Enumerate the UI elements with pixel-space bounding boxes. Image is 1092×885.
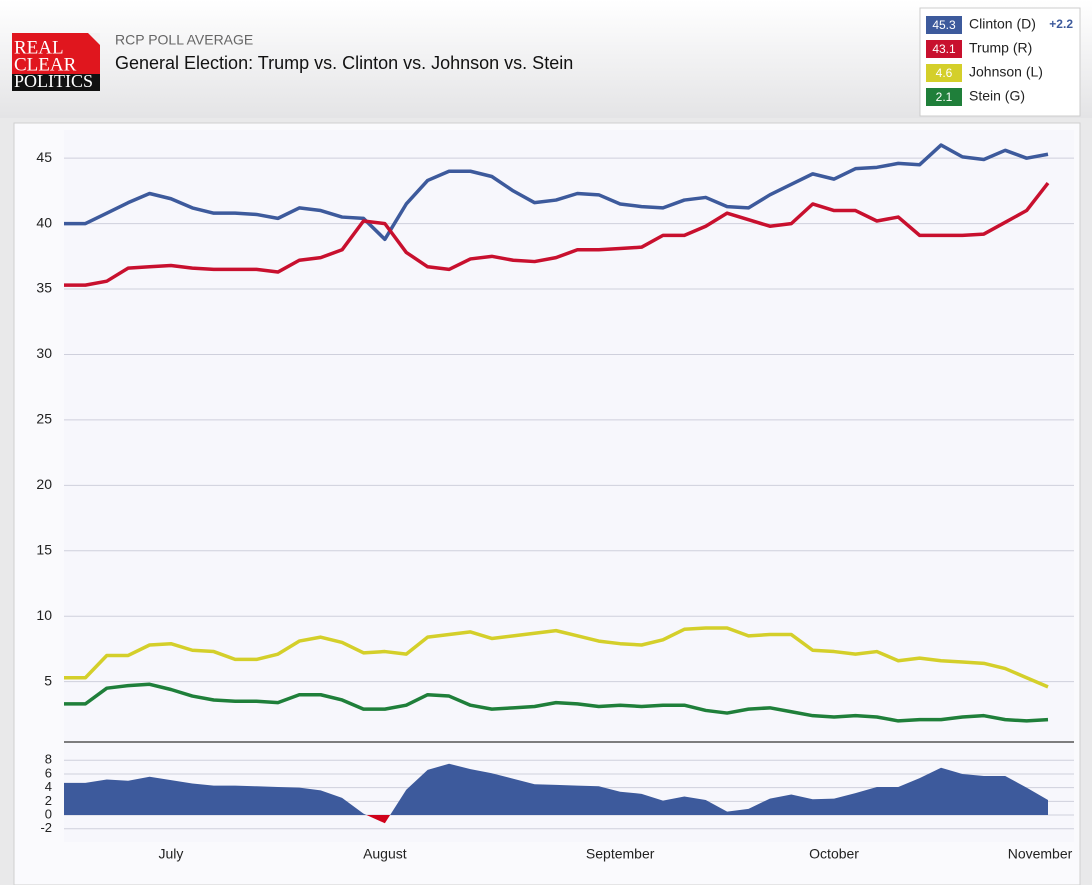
legend-label: Stein (G) bbox=[969, 88, 1025, 104]
series-line bbox=[64, 626, 1049, 689]
y-tick-label: 30 bbox=[36, 345, 52, 361]
y-tick-label: 40 bbox=[36, 214, 52, 230]
y-tick-label: 0 bbox=[45, 806, 52, 821]
legend-label: Clinton (D) bbox=[969, 16, 1036, 32]
x-tick-label: November bbox=[1008, 846, 1073, 862]
series-line bbox=[64, 181, 1050, 287]
y-tick-label: 5 bbox=[44, 672, 52, 688]
y-tick-label: 8 bbox=[45, 752, 52, 767]
logo-text: REAL bbox=[14, 37, 64, 58]
y-tick-label: 6 bbox=[45, 765, 52, 780]
legend-badge bbox=[926, 16, 962, 34]
legend-value: 45.3 bbox=[932, 18, 956, 32]
series-line bbox=[64, 143, 1049, 242]
chart-title: General Election: Trump vs. Clinton vs. … bbox=[115, 53, 573, 73]
legend-badge bbox=[926, 40, 962, 58]
y-tick-label: 4 bbox=[45, 779, 52, 794]
logo-black bbox=[12, 74, 100, 91]
spread-area-negative bbox=[366, 815, 391, 824]
logo-corner bbox=[88, 33, 100, 45]
legend-label: Trump (R) bbox=[969, 40, 1032, 56]
y-tick-label: 45 bbox=[36, 149, 52, 165]
legend-badge bbox=[926, 64, 962, 82]
x-tick-label: September bbox=[586, 846, 655, 862]
y-tick-label: 20 bbox=[36, 476, 52, 492]
series-line bbox=[64, 682, 1049, 723]
logo-text: POLITICS bbox=[14, 71, 93, 91]
x-tick-label: October bbox=[809, 846, 859, 862]
spread-label: +2.2 bbox=[1049, 17, 1073, 31]
logo-text: CLEAR bbox=[14, 54, 77, 75]
legend-value: 2.1 bbox=[936, 90, 953, 104]
x-tick-label: August bbox=[363, 846, 407, 862]
spread-area bbox=[64, 763, 1048, 816]
x-tick-label: July bbox=[159, 846, 184, 862]
y-tick-label: 35 bbox=[36, 280, 52, 296]
y-tick-label: 15 bbox=[36, 541, 52, 557]
legend-value: 43.1 bbox=[932, 42, 956, 56]
legend-value: 4.6 bbox=[936, 66, 953, 80]
y-tick-label: 25 bbox=[36, 411, 52, 427]
kicker: RCP POLL AVERAGE bbox=[115, 32, 253, 48]
y-tick-label: -2 bbox=[40, 820, 52, 835]
logo-red bbox=[12, 33, 100, 75]
header-bg bbox=[0, 0, 1092, 118]
plot-bg bbox=[64, 130, 1074, 842]
legend-label: Johnson (L) bbox=[969, 64, 1043, 80]
legend-badge bbox=[926, 88, 962, 106]
y-tick-label: 2 bbox=[45, 793, 52, 808]
y-tick-label: 10 bbox=[36, 607, 52, 623]
